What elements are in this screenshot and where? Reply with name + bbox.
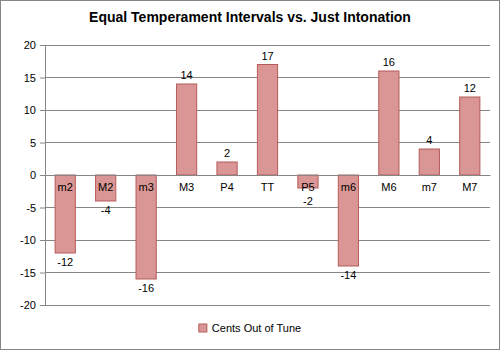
- grid: [45, 45, 490, 305]
- grid-line: [45, 207, 490, 208]
- x-tick-label: m2: [58, 181, 73, 193]
- chart-frame: [1, 1, 500, 350]
- data-label: -12: [57, 256, 73, 268]
- data-label: 17: [261, 50, 273, 62]
- data-label: 4: [426, 134, 432, 146]
- y-tick-label: -5: [26, 202, 36, 214]
- bar: [419, 149, 439, 175]
- data-label: 2: [224, 147, 230, 159]
- legend-label: Cents Out of Tune: [212, 322, 301, 334]
- x-tick-label: M2: [98, 181, 113, 193]
- x-tick: TT: [261, 175, 275, 193]
- data-labels: -12 -4 -16 14 2 17 -2 -14 16 4 12: [57, 50, 476, 295]
- y-tick: -15: [20, 267, 45, 279]
- y-tick-label: 15: [24, 72, 36, 84]
- data-label: 12: [464, 82, 476, 94]
- y-axis: -20 -15 -10 -5 0 5 10 15 20: [20, 39, 45, 311]
- bar: [379, 71, 399, 175]
- y-tick-label: -10: [20, 234, 36, 246]
- x-axis-line: [46, 175, 491, 176]
- grid-line: [45, 240, 490, 241]
- x-tick-label: P5: [301, 181, 314, 193]
- y-tick: 0: [30, 169, 45, 181]
- y-tick: -20: [20, 299, 45, 311]
- legend: Cents Out of Tune: [199, 322, 301, 334]
- data-label: -4: [101, 204, 111, 216]
- y-tick-mark: [40, 175, 45, 176]
- x-tick: m6: [341, 175, 356, 193]
- plot: -20 -15 -10 -5 0 5 10 15 20 m2 M2 m3 M3 P4 TT P5 m6 M6 m7 M…: [20, 39, 490, 311]
- x-tick: P5: [301, 175, 314, 193]
- y-tick: 5: [30, 137, 45, 149]
- y-tick: 20: [24, 39, 45, 51]
- x-tick-label: M3: [179, 181, 194, 193]
- y-tick-mark: [40, 110, 45, 111]
- x-tick-label: m7: [422, 181, 437, 193]
- y-axis-line: [40, 46, 46, 306]
- grid-line: [45, 305, 490, 306]
- chart: Equal Temperament Intervals vs. Just Int…: [0, 0, 500, 350]
- y-tick: -5: [26, 202, 45, 214]
- y-tick-label: 20: [24, 39, 36, 51]
- bar: [176, 84, 196, 175]
- x-tick: P4: [220, 175, 233, 193]
- y-tick-mark: [40, 273, 45, 274]
- x-axis: m2 M2 m3 M3 P4 TT P5 m6 M6 m7 M7: [46, 175, 491, 193]
- x-tick-label: P4: [220, 181, 233, 193]
- y-tick-mark: [40, 78, 45, 79]
- x-tick-label: m3: [138, 181, 153, 193]
- x-tick-label: M7: [462, 181, 477, 193]
- data-label: -2: [303, 195, 313, 207]
- y-tick-mark: [40, 45, 45, 46]
- y-tick: 10: [24, 104, 45, 116]
- y-tick-label: -20: [20, 299, 36, 311]
- y-tick-label: -15: [20, 267, 36, 279]
- x-tick-label: TT: [261, 181, 275, 193]
- data-label: -16: [138, 282, 154, 294]
- grid-line: [45, 272, 490, 273]
- x-tick: m2: [58, 175, 73, 193]
- data-label: -14: [340, 269, 356, 281]
- x-tick: M3: [179, 175, 194, 193]
- x-tick-label: m6: [341, 181, 356, 193]
- x-tick: M2: [98, 175, 113, 193]
- title: Equal Temperament Intervals vs. Just Int…: [89, 9, 411, 25]
- x-tick: M7: [462, 175, 477, 193]
- y-tick-mark: [40, 208, 45, 209]
- y-tick-label: 0: [30, 169, 36, 181]
- y-tick-mark: [40, 143, 45, 144]
- bar: [96, 175, 116, 201]
- y-tick-label: 10: [24, 104, 36, 116]
- bar: [217, 162, 237, 175]
- x-tick: m7: [422, 175, 437, 193]
- bar: [136, 175, 156, 279]
- y-tick-label: 5: [30, 137, 36, 149]
- data-label: 14: [180, 69, 192, 81]
- bar: [257, 65, 277, 176]
- x-tick-label: M6: [381, 181, 396, 193]
- bar: [460, 97, 480, 175]
- x-tick: M6: [381, 175, 396, 193]
- bars: [55, 65, 480, 280]
- y-tick: -10: [20, 234, 45, 246]
- bar: [55, 175, 75, 253]
- grid-line: [45, 45, 490, 46]
- bar: [338, 175, 358, 266]
- y-tick-mark: [40, 240, 45, 241]
- data-label: 16: [383, 56, 395, 68]
- y-tick-mark: [40, 305, 45, 306]
- x-tick: m3: [138, 175, 153, 193]
- legend-swatch: [199, 324, 207, 332]
- y-tick: 15: [24, 72, 45, 84]
